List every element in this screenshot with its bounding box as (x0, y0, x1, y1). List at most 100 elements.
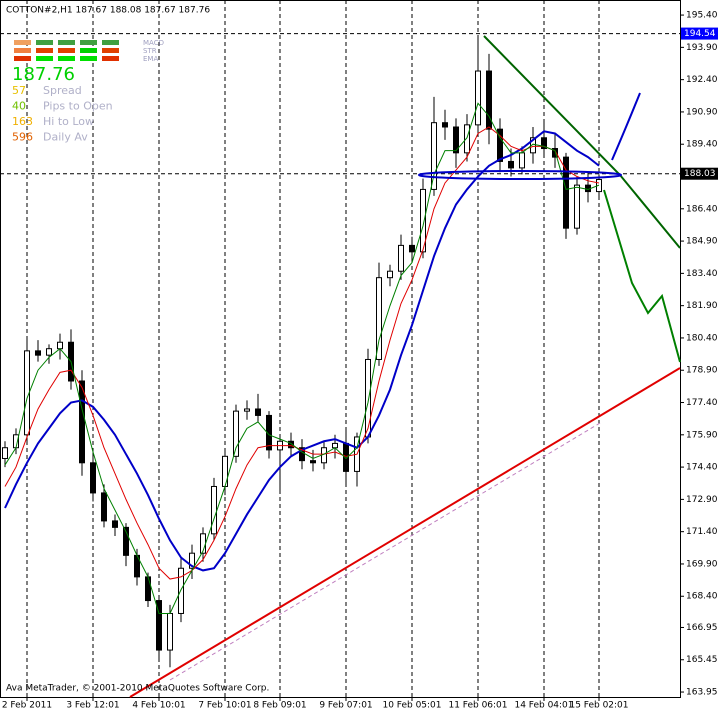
x-tick-label: 15 Feb 02:01 (569, 701, 628, 711)
y-tick-label: 183.40 (686, 269, 718, 279)
y-tick-label: 180.40 (686, 333, 718, 343)
candle-body (431, 122, 437, 190)
stat-label: Hi to Low (43, 115, 94, 128)
candle-body (497, 128, 503, 162)
candle-body (365, 358, 371, 438)
price-label: 194.54 (684, 29, 716, 39)
y-tick-label: 190.90 (686, 107, 718, 117)
x-tick-label: 8 Feb 09:01 (253, 701, 306, 711)
moving-average (4, 126, 600, 580)
stat-label: Daily Av (43, 131, 88, 144)
y-tick-label: 172.90 (686, 495, 718, 505)
projection-path (603, 189, 681, 363)
candle-body (112, 520, 118, 528)
candle-body (79, 380, 85, 464)
candle-body (57, 341, 63, 350)
candle-body (332, 442, 338, 449)
candle-body (574, 184, 580, 229)
y-tick-label: 177.40 (686, 398, 718, 408)
y-tick-label: 178.90 (686, 366, 718, 376)
stat-value: 596 (12, 131, 33, 144)
x-tick-label: 7 Feb 10:01 (198, 701, 251, 711)
candle-body (442, 122, 448, 128)
x-tick-label: 9 Feb 07:01 (319, 701, 372, 711)
stat-value: 57 (12, 84, 26, 97)
y-tick-label: 174.40 (686, 463, 718, 473)
range-ellipse (418, 170, 622, 180)
candle-body (35, 350, 41, 356)
x-tick-label: 2 Feb 2011 (2, 701, 52, 711)
price-label-box (681, 167, 718, 180)
candle-body (156, 600, 162, 651)
y-tick-label: 166.95 (686, 623, 718, 633)
y-tick-label: 169.90 (686, 559, 718, 569)
indicator-label: STR (143, 47, 157, 55)
price-label-box (681, 27, 718, 40)
stats: 57 Spread 40 Pips to Open 163 Hi to Low 596 Dai… (12, 84, 113, 144)
y-tick-label: 192.40 (686, 75, 718, 85)
candle-body (255, 408, 261, 416)
plot-frame (0, 0, 681, 698)
candle-body (519, 152, 525, 169)
stat-label: Spread (43, 84, 82, 97)
candle-body (552, 148, 558, 158)
y-tick-label: 193.90 (686, 43, 718, 53)
candle-body (2, 447, 8, 459)
candle-body (398, 244, 404, 272)
candle-body (101, 492, 107, 522)
candle-body (486, 70, 492, 130)
candle-body (211, 485, 217, 535)
candle-body (530, 137, 536, 154)
candle-body (145, 576, 151, 602)
y-tick-label: 168.40 (686, 592, 718, 602)
footer: Ava MetaTrader, © 2001-2010 MetaQuotes S… (6, 684, 269, 694)
candle-body (288, 440, 294, 449)
candle-body (453, 126, 459, 154)
candle-body (508, 160, 514, 169)
candle-body (123, 526, 129, 556)
arrow-up (611, 92, 641, 161)
candle-body (464, 124, 470, 154)
candle-body (310, 460, 316, 464)
candle-body (266, 414, 272, 451)
stat-value: 40 (12, 100, 26, 113)
candle-body (387, 270, 393, 279)
trendline-support (129, 367, 681, 698)
x-tick-label: 3 Feb 12:01 (66, 701, 119, 711)
candle-body (233, 410, 239, 457)
candle-body (46, 348, 52, 356)
y-tick-label: 184.90 (686, 237, 718, 247)
x-tick-label: 10 Feb 05:01 (382, 701, 441, 711)
candle-body (167, 612, 173, 651)
indicator-label: EMA (143, 55, 158, 63)
stat-label: Pips to Open (43, 100, 113, 113)
y-tick-label: 165.45 (686, 655, 718, 665)
candle-body (244, 408, 250, 412)
symbol-header: COTTON#2,H1 187.67 188.08 187.67 187.76 (6, 6, 210, 16)
y-tick-label: 189.40 (686, 140, 718, 150)
candle-body (409, 244, 415, 253)
y-tick-label: 195.40 (686, 11, 718, 21)
candle-body (475, 70, 481, 126)
y-tick-label: 163.95 (686, 688, 718, 698)
y-tick-label: 175.90 (686, 430, 718, 440)
stat-value: 163 (12, 115, 33, 128)
y-tick-label: 186.40 (686, 204, 718, 214)
candle-body (299, 447, 305, 462)
candle-body (189, 552, 195, 569)
marks (2, 38, 602, 668)
candle-body (90, 462, 96, 494)
y-tick-label: 181.90 (686, 301, 718, 311)
signal-matrix (14, 40, 119, 61)
candle-body (563, 156, 569, 229)
grid (0, 0, 680, 697)
x-tick-label: 11 Feb 06:01 (448, 701, 507, 711)
candle-body (420, 188, 426, 253)
current-price: 187.76 (12, 64, 75, 85)
candle-body (376, 277, 382, 360)
price-label: 188.03 (684, 169, 716, 179)
candle-body (541, 137, 547, 150)
x-tick-label: 14 Feb 04:01 (514, 701, 573, 711)
moving-average (4, 102, 600, 614)
indicator-label: MACD (143, 39, 164, 47)
